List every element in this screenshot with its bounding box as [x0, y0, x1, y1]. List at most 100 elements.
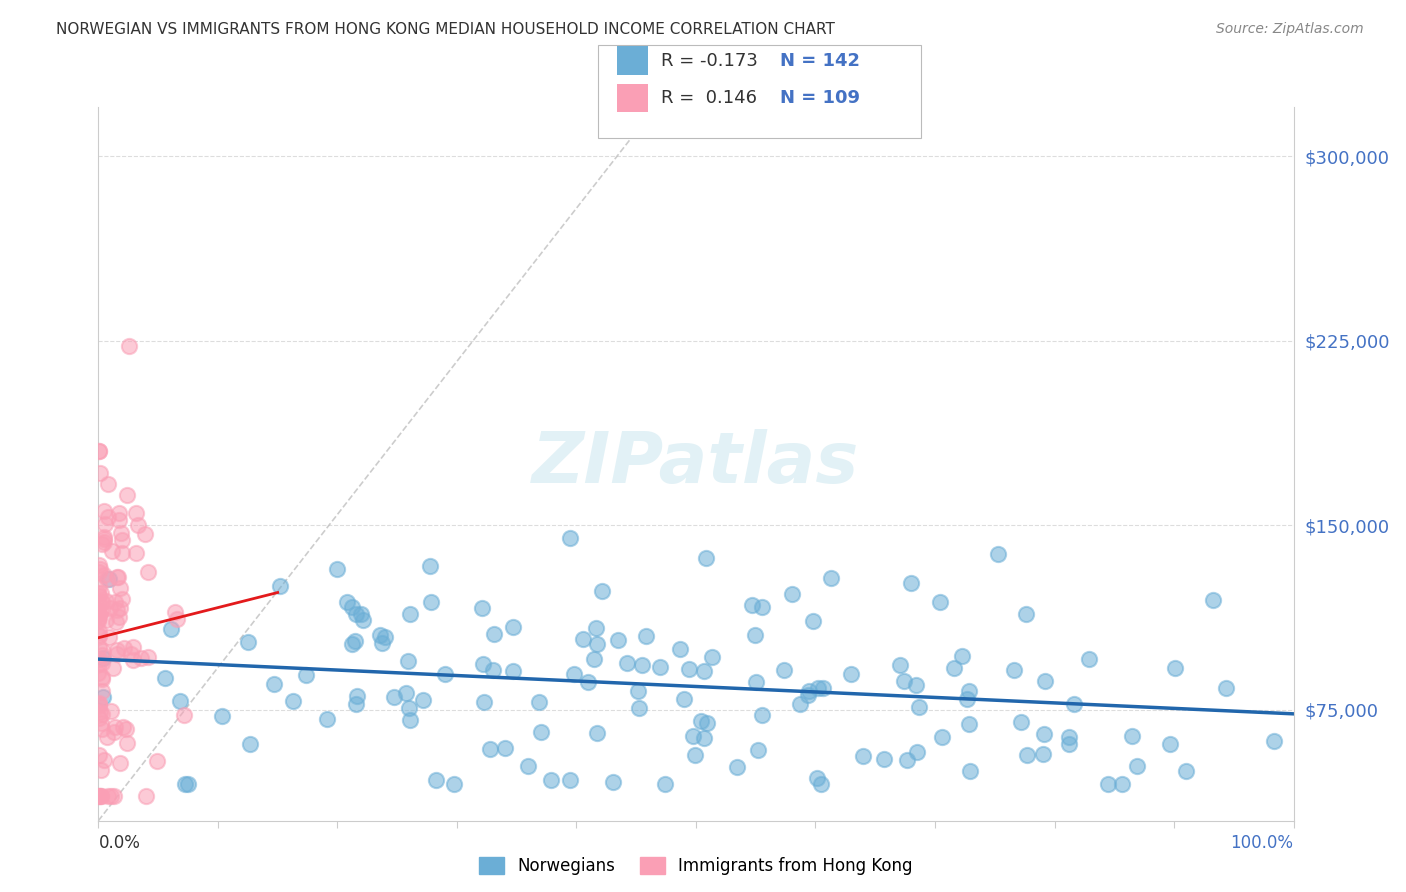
Point: [91, 644, 114, 658]
Point: [107, 603, 129, 617]
Point: [89, 705, 111, 719]
Point: [807, 681, 830, 696]
Point: [93, 568, 115, 582]
Point: [100, 789, 122, 803]
Point: [97, 509, 120, 524]
Point: [153, 671, 176, 685]
Point: [399, 607, 422, 621]
Point: [115, 488, 138, 502]
Point: [90, 763, 112, 777]
Point: [89, 789, 111, 803]
Point: [316, 712, 339, 726]
Point: [744, 628, 766, 642]
Point: [163, 605, 186, 619]
Point: [90, 716, 112, 731]
Point: [107, 570, 129, 584]
Point: [591, 583, 613, 598]
Point: [111, 545, 134, 559]
Point: [352, 613, 374, 627]
Point: [173, 708, 195, 723]
Point: [420, 594, 443, 608]
Point: [87, 586, 110, 600]
Point: [1015, 607, 1038, 621]
Text: Source: ZipAtlas.com: Source: ZipAtlas.com: [1216, 22, 1364, 37]
Point: [374, 630, 396, 644]
Point: [398, 700, 420, 714]
Point: [98, 630, 121, 644]
Point: [115, 736, 138, 750]
Point: [751, 708, 773, 723]
Point: [136, 565, 159, 579]
Point: [682, 729, 704, 743]
Point: [98, 572, 121, 586]
Point: [340, 636, 363, 650]
Point: [93, 517, 115, 532]
Point: [412, 693, 434, 707]
Point: [631, 658, 654, 673]
Point: [87, 627, 110, 641]
Point: [108, 756, 131, 770]
Point: [433, 666, 456, 681]
Point: [93, 504, 115, 518]
Point: [103, 789, 125, 803]
Point: [1077, 651, 1099, 665]
Point: [693, 665, 716, 679]
Point: [211, 709, 233, 723]
Point: [87, 699, 110, 714]
Point: [482, 627, 505, 641]
Point: [585, 726, 607, 740]
Point: [987, 547, 1010, 561]
Point: [1057, 737, 1080, 751]
Point: [810, 777, 832, 791]
Point: [108, 506, 131, 520]
Point: [340, 600, 363, 615]
Point: [269, 579, 291, 593]
Point: [1111, 777, 1133, 791]
Point: [91, 651, 114, 665]
Point: [396, 654, 419, 668]
Point: [395, 686, 418, 700]
Point: [90, 537, 112, 551]
Point: [683, 747, 706, 762]
Point: [634, 629, 657, 643]
Point: [399, 713, 422, 727]
Point: [87, 657, 110, 671]
Point: [471, 657, 494, 672]
Point: [602, 775, 624, 789]
Point: [959, 764, 981, 779]
Point: [87, 610, 110, 624]
Point: [692, 731, 714, 746]
Point: [562, 667, 585, 681]
Point: [1174, 764, 1197, 779]
Point: [87, 606, 110, 620]
Point: [91, 595, 114, 609]
Point: [125, 506, 148, 520]
Point: [112, 720, 135, 734]
Point: [239, 737, 262, 751]
Point: [1202, 592, 1225, 607]
Point: [931, 730, 953, 744]
Point: [108, 609, 131, 624]
Point: [159, 622, 181, 636]
Text: N = 142: N = 142: [780, 52, 860, 70]
Point: [695, 551, 717, 566]
Point: [108, 600, 131, 615]
Point: [325, 562, 347, 576]
Point: [745, 675, 768, 690]
Point: [1033, 727, 1056, 741]
Point: [1032, 747, 1054, 761]
Point: [118, 339, 141, 353]
Point: [889, 658, 911, 673]
Point: [470, 601, 492, 615]
Point: [1097, 777, 1119, 791]
Point: [129, 650, 152, 665]
Point: [90, 789, 112, 803]
Point: [801, 614, 824, 628]
Point: [747, 743, 769, 757]
Point: [104, 595, 127, 609]
Point: [689, 714, 711, 728]
Point: [87, 444, 110, 458]
Point: [97, 476, 120, 491]
Point: [586, 637, 609, 651]
Text: 0.0%: 0.0%: [98, 834, 141, 852]
